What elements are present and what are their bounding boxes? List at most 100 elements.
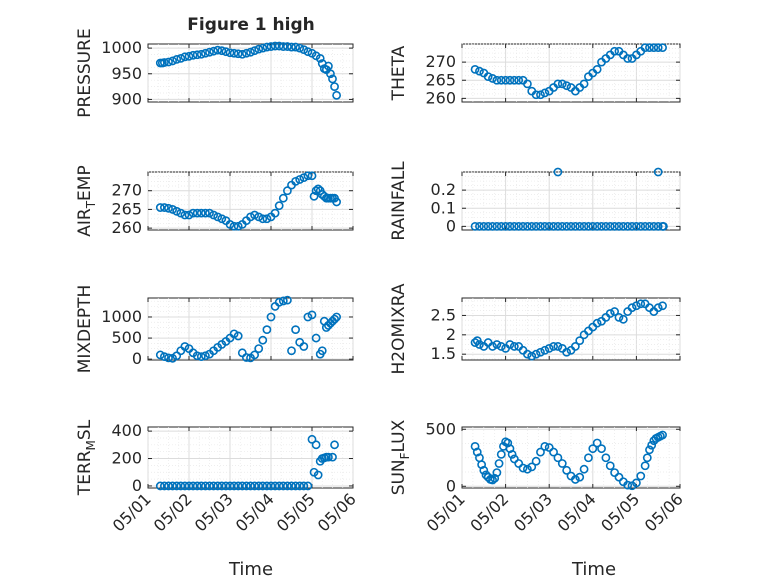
data-point — [315, 53, 325, 63]
data-point — [258, 481, 268, 491]
y-tick-label: 265 — [111, 199, 142, 218]
data-point — [658, 430, 667, 440]
y-axis-label: SUNFLUX — [389, 419, 412, 495]
data-point — [323, 61, 333, 71]
data-point — [579, 221, 589, 231]
data-point — [605, 221, 615, 231]
data-point — [544, 221, 554, 231]
data-point — [640, 43, 650, 53]
data-point — [605, 309, 615, 318]
data-point — [225, 219, 235, 229]
data-point — [229, 221, 239, 231]
data-point — [250, 210, 259, 220]
data-point — [159, 58, 169, 67]
data-point — [287, 346, 296, 356]
data-point — [475, 340, 484, 349]
data-point — [570, 475, 580, 484]
data-point — [233, 221, 243, 231]
data-point — [653, 221, 663, 231]
data-point — [601, 221, 611, 231]
data-point — [205, 481, 214, 491]
data-point — [188, 481, 198, 491]
data-point — [291, 481, 300, 491]
data-point — [164, 353, 173, 363]
y-tick-label: 500 — [425, 419, 456, 438]
data-point — [233, 481, 243, 491]
data-point — [258, 335, 268, 345]
data-point — [237, 481, 247, 491]
data-point — [164, 481, 173, 491]
data-point — [262, 214, 272, 224]
data-point — [514, 75, 524, 85]
data-point — [287, 42, 296, 52]
data-point — [278, 296, 288, 306]
data-point — [213, 481, 223, 491]
y-tick-label: 270 — [425, 52, 456, 71]
data-point — [566, 221, 576, 231]
data-point — [180, 481, 190, 491]
data-point — [303, 171, 313, 181]
data-point — [579, 79, 589, 89]
data-point — [632, 221, 641, 231]
data-point — [658, 301, 667, 311]
data-point — [213, 45, 223, 55]
x-tick-label: 05/06 — [314, 489, 360, 535]
data-point — [531, 349, 541, 359]
data-point — [330, 82, 339, 92]
data-point — [164, 203, 173, 213]
data-point — [488, 221, 497, 231]
y-tick-label: 0 — [446, 216, 456, 235]
data-point — [200, 351, 210, 361]
data-point — [258, 43, 268, 53]
data-point — [640, 221, 650, 231]
data-point — [557, 459, 567, 468]
data-point — [278, 42, 288, 51]
y-tick-label: 950 — [111, 64, 142, 83]
data-point — [172, 54, 182, 64]
data-point — [291, 42, 300, 52]
data-point — [481, 470, 491, 480]
data-point — [233, 49, 243, 59]
data-point — [311, 186, 321, 196]
x-axis-label-right: Time — [571, 559, 616, 580]
x-tick-label: 05/05 — [597, 489, 643, 535]
data-point — [470, 221, 480, 231]
data-point — [307, 171, 317, 181]
data-point — [192, 208, 202, 218]
data-point — [274, 297, 284, 307]
data-point — [287, 481, 296, 491]
data-point — [501, 221, 510, 231]
data-point — [618, 314, 628, 324]
data-point — [278, 481, 288, 491]
data-point — [291, 176, 300, 186]
x-tick-label: 05/06 — [641, 489, 687, 535]
data-point — [309, 191, 319, 201]
data-point — [649, 221, 659, 231]
data-point — [636, 471, 646, 481]
data-point — [225, 481, 235, 491]
data-point — [282, 295, 292, 305]
data-point — [241, 353, 251, 362]
data-point — [330, 314, 339, 324]
data-point — [246, 212, 255, 222]
data-point — [205, 208, 214, 218]
y-tick-label: 265 — [425, 70, 456, 89]
data-point — [632, 301, 641, 311]
data-point — [588, 444, 598, 454]
data-point — [225, 48, 235, 58]
data-point — [254, 44, 264, 54]
y-axis-label: TERRMSL — [75, 419, 98, 496]
data-point — [549, 221, 558, 231]
y-tick-label: 0.1 — [431, 198, 456, 217]
data-point — [295, 175, 305, 184]
y-tick-label: 1000 — [101, 307, 142, 326]
x-tick-label: 05/03 — [510, 489, 556, 535]
data-point — [488, 74, 497, 83]
data-point — [557, 79, 567, 89]
data-point — [588, 221, 598, 231]
data-point — [328, 74, 337, 84]
x-tick-label: 05/04 — [554, 489, 600, 535]
data-point — [549, 342, 558, 351]
data-point — [627, 221, 637, 231]
